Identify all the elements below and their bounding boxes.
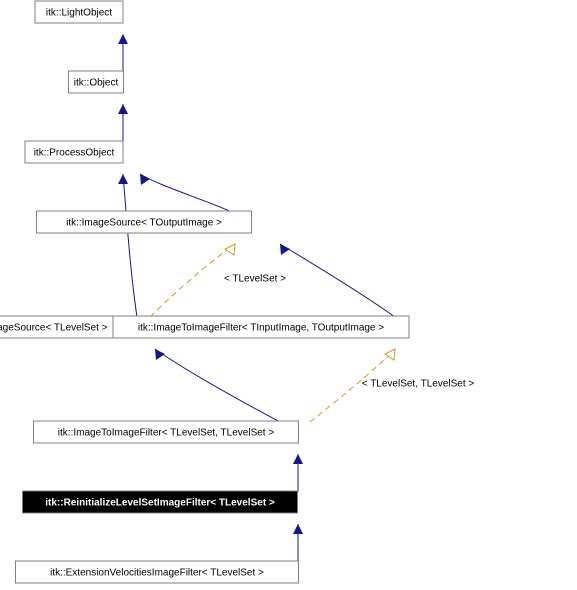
node-lightobject[interactable]: itk::LightObject [35, 1, 123, 23]
node-processobject[interactable]: itk::ProcessObject [25, 141, 123, 163]
node-imgsrc_toi[interactable]: itk::ImageSource< TOutputImage > [37, 211, 252, 233]
node-reinit[interactable]: itk::ReinitializeLevelSetImageFilter< TL… [23, 491, 298, 513]
edge-imgsrc_tls-imgsrc_toi [150, 244, 235, 317]
edge-imgsrc_tls-processobject [123, 174, 137, 317]
node-label-imgsrc_toi: itk::ImageSource< TOutputImage > [66, 218, 222, 229]
node-object[interactable]: itk::Object [69, 71, 124, 93]
inheritance-diagram: < TLevelSet > < TLevelSet, TLevelSet > itk… [0, 0, 577, 590]
lbl_tlevelset_tls: < TLevelSet, TLevelSet > [362, 379, 475, 390]
node-i2i_tls[interactable]: itk::ImageToImageFilter< TLevelSet, TLev… [34, 421, 299, 443]
node-label-imgsrc_tls: itk::ImageSource< TLevelSet > [0, 323, 108, 334]
edge-imgsrc_toi-processobject [140, 174, 232, 212]
node-label-extvel: itk::ExtensionVelocitiesImageFilter< TLe… [50, 568, 264, 579]
node-i2i_generic[interactable]: itk::ImageToImageFilter< TInputImage, TO… [113, 316, 409, 338]
node-label-processobject: itk::ProcessObject [34, 148, 115, 159]
node-label-object: itk::Object [74, 78, 119, 89]
edge-i2i_generic-imgsrc_toi [280, 244, 395, 317]
lbl_tlevelset: < TLevelSet > [224, 274, 286, 285]
node-label-i2i_generic: itk::ImageToImageFilter< TInputImage, TO… [138, 323, 384, 334]
node-label-reinit: itk::ReinitializeLevelSetImageFilter< TL… [45, 498, 275, 509]
node-label-i2i_tls: itk::ImageToImageFilter< TLevelSet, TLev… [58, 428, 275, 439]
edge-i2i_tls-imgsrc_tls [155, 349, 280, 422]
node-label-lightobject: itk::LightObject [46, 8, 112, 19]
node-extvel[interactable]: itk::ExtensionVelocitiesImageFilter< TLe… [16, 561, 299, 583]
